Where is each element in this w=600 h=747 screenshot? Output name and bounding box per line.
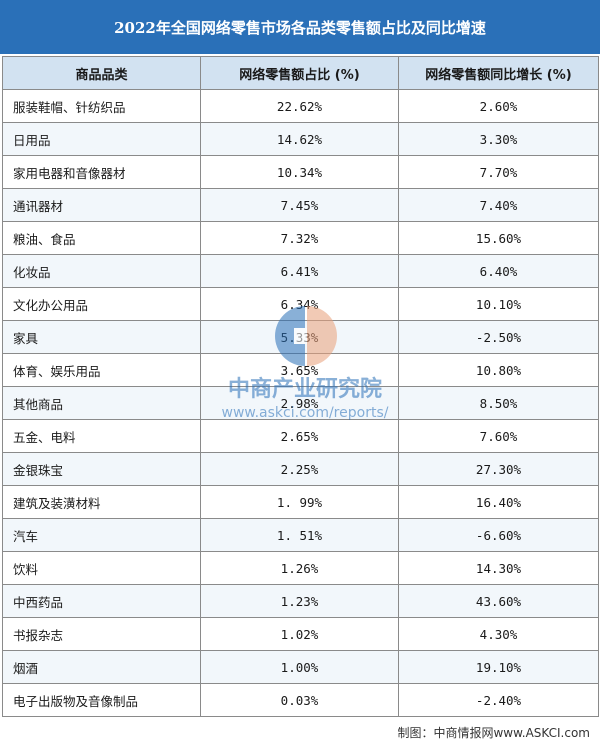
cell-growth: -2.50%	[398, 320, 599, 354]
cell-growth: -6.60%	[398, 518, 599, 552]
cell-category: 中西药品	[2, 584, 201, 618]
column-header-growth: 网络零售额同比增长 (%)	[398, 56, 599, 90]
table-row: 电子出版物及音像制品 0.03% -2.40%	[2, 683, 599, 717]
cell-category: 家用电器和音像器材	[2, 155, 201, 189]
cell-category: 其他商品	[2, 386, 201, 420]
cell-category: 体育、娱乐用品	[2, 353, 201, 387]
table-row: 建筑及装潢材料 1. 99% 16.40%	[2, 485, 599, 519]
cell-category: 文化办公用品	[2, 287, 201, 321]
table-row: 烟酒 1.00% 19.10%	[2, 650, 599, 684]
cell-share: 1.26%	[200, 551, 399, 585]
cell-category: 粮油、食品	[2, 221, 201, 255]
cell-share: 0.03%	[200, 683, 399, 717]
cell-growth: 7.60%	[398, 419, 599, 453]
table-row: 汽车 1. 51% -6.60%	[2, 518, 599, 552]
cell-growth: 27.30%	[398, 452, 599, 486]
table-row: 中西药品 1.23% 43.60%	[2, 584, 599, 618]
cell-growth: 43.60%	[398, 584, 599, 618]
cell-share: 1.02%	[200, 617, 399, 651]
cell-category: 五金、电料	[2, 419, 201, 453]
cell-category: 金银珠宝	[2, 452, 201, 486]
cell-category: 烟酒	[2, 650, 201, 684]
cell-growth: 15.60%	[398, 221, 599, 255]
cell-category: 通讯器材	[2, 188, 201, 222]
cell-growth: 14.30%	[398, 551, 599, 585]
cell-share: 10.34%	[200, 155, 399, 189]
cell-category: 服装鞋帽、针纺织品	[2, 89, 201, 123]
cell-category: 建筑及装潢材料	[2, 485, 201, 519]
cell-growth: -2.40%	[398, 683, 599, 717]
table-row: 化妆品 6.41% 6.40%	[2, 254, 599, 288]
cell-share: 1. 99%	[200, 485, 399, 519]
table-row: 饮料 1.26% 14.30%	[2, 551, 599, 585]
table-row: 服装鞋帽、针纺织品 22.62% 2.60%	[2, 89, 599, 123]
cell-share: 2.98%	[200, 386, 399, 420]
cell-growth: 2.60%	[398, 89, 599, 123]
cell-growth: 7.70%	[398, 155, 599, 189]
table-row: 粮油、食品 7.32% 15.60%	[2, 221, 599, 255]
table-row: 书报杂志 1.02% 4.30%	[2, 617, 599, 651]
cell-share: 2.65%	[200, 419, 399, 453]
cell-growth: 10.10%	[398, 287, 599, 321]
table-row: 五金、电料 2.65% 7.60%	[2, 419, 599, 453]
table-row: 金银珠宝 2.25% 27.30%	[2, 452, 599, 486]
cell-category: 家具	[2, 320, 201, 354]
table-row: 体育、娱乐用品 3.65% 10.80%	[2, 353, 599, 387]
cell-category: 汽车	[2, 518, 201, 552]
table-header-row: 商品品类 网络零售额占比 (%) 网络零售额同比增长 (%)	[2, 56, 599, 90]
cell-category: 书报杂志	[2, 617, 201, 651]
column-header-category: 商品品类	[2, 56, 201, 90]
cell-share: 7.32%	[200, 221, 399, 255]
table-row: 通讯器材 7.45% 7.40%	[2, 188, 599, 222]
cell-share: 7.45%	[200, 188, 399, 222]
page-title: 2022年全国网络零售市场各品类零售额占比及同比增速	[0, 0, 600, 54]
table-body: 服装鞋帽、针纺织品 22.62% 2.60% 日用品 14.62% 3.30% 家用电器和音…	[2, 89, 599, 717]
footer-source: 制图：中商情报网www.ASKCI.com	[397, 725, 590, 740]
cell-growth: 4.30%	[398, 617, 599, 651]
table-row: 文化办公用品 6.34% 10.10%	[2, 287, 599, 321]
cell-share: 6.41%	[200, 254, 399, 288]
cell-share: 1. 51%	[200, 518, 399, 552]
cell-category: 化妆品	[2, 254, 201, 288]
cell-category: 电子出版物及音像制品	[2, 683, 201, 717]
cell-share: 6.34%	[200, 287, 399, 321]
cell-share: 22.62%	[200, 89, 399, 123]
cell-share: 5.33%	[200, 320, 399, 354]
cell-share: 14.62%	[200, 122, 399, 156]
cell-growth: 10.80%	[398, 353, 599, 387]
cell-growth: 6.40%	[398, 254, 599, 288]
cell-growth: 3.30%	[398, 122, 599, 156]
cell-share: 1.00%	[200, 650, 399, 684]
table-row: 家用电器和音像器材 10.34% 7.70%	[2, 155, 599, 189]
cell-growth: 16.40%	[398, 485, 599, 519]
table-row: 家具 5.33% -2.50%	[2, 320, 599, 354]
table-row: 日用品 14.62% 3.30%	[2, 122, 599, 156]
cell-share: 3.65%	[200, 353, 399, 387]
cell-growth: 7.40%	[398, 188, 599, 222]
cell-category: 日用品	[2, 122, 201, 156]
cell-share: 1.23%	[200, 584, 399, 618]
data-table: 商品品类 网络零售额占比 (%) 网络零售额同比增长 (%) 服装鞋帽、针纺织品…	[2, 56, 599, 717]
column-header-share: 网络零售额占比 (%)	[200, 56, 399, 90]
cell-share: 2.25%	[200, 452, 399, 486]
table-row: 其他商品 2.98% 8.50%	[2, 386, 599, 420]
cell-category: 饮料	[2, 551, 201, 585]
cell-growth: 19.10%	[398, 650, 599, 684]
cell-growth: 8.50%	[398, 386, 599, 420]
